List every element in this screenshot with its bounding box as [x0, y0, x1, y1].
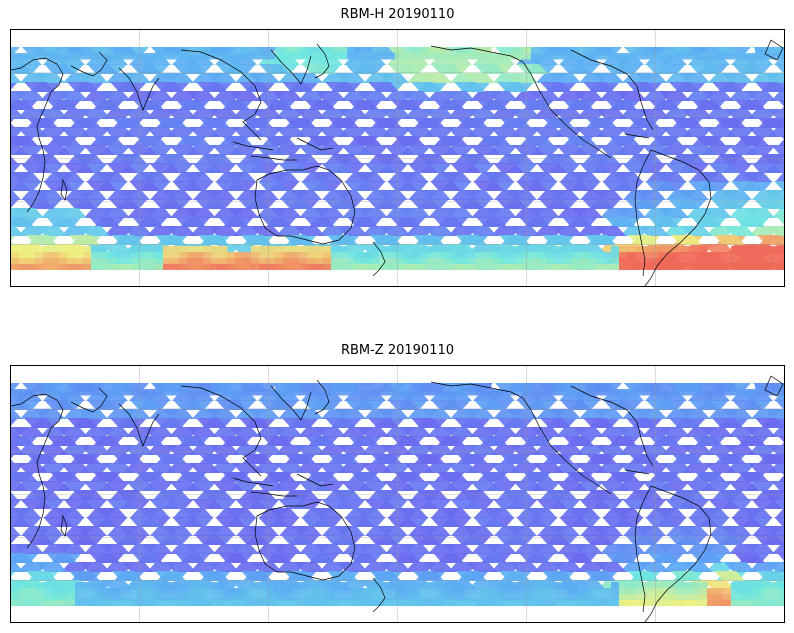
rbm-z-coastline-segment [250, 491, 297, 497]
map-canvas-rbm-h [11, 30, 784, 286]
rbm-h-coastline-segment [430, 45, 612, 159]
rbm-z-coastline-segment [372, 577, 386, 613]
map-panel-rbm-z [10, 365, 785, 623]
rbm-h-coastline-segment [11, 57, 64, 213]
rbm-h-coastline-segment [644, 149, 712, 286]
rbm-z-swath-layer [11, 383, 784, 606]
rbm-z-coastline-segment [254, 501, 356, 581]
rbm-h-coastline-segment [60, 178, 68, 201]
rbm-z-coastline-segment [430, 381, 612, 495]
rbm-h-coastline-segment [232, 141, 274, 151]
rbm-z-coastline-segment [60, 514, 68, 537]
rbm-z-coastline-segment [624, 469, 650, 475]
rbm-h-coastline-segment [624, 133, 650, 139]
rbm-z-coastline-segment [644, 485, 712, 622]
rbm-h-coastline-segment [296, 137, 334, 151]
map-panel-rbm-h [10, 29, 785, 287]
rbm-z-coastlines [11, 375, 784, 622]
rbm-h-coastline-segment [764, 39, 784, 61]
rbm-h-coastline-segment [314, 43, 330, 79]
rbm-z-coastline-segment [634, 485, 652, 613]
rbm-h-coastline-segment [270, 49, 312, 85]
rbm-h-coastline-segment [180, 49, 262, 141]
rbm-h-coastline-segment [250, 155, 297, 161]
rbm-h-coastline-segment [254, 165, 356, 245]
panel-title-rbm-z: RBM-Z 20190110 [340, 343, 455, 358]
rbm-z-coastline-segment [11, 393, 64, 549]
rbm-h-coastline-segment [372, 241, 386, 277]
rbm-z-coastline-segment [314, 379, 330, 415]
rbm-h-coastline-segment [570, 49, 654, 131]
rbm-h-coastline-segment [118, 67, 160, 112]
rbm-h-coastline-segment [634, 149, 652, 277]
rbm-h-coastline-segment [70, 51, 108, 77]
rbm-z-coastline-segment [570, 385, 654, 467]
rbm-z-graticule [11, 366, 784, 622]
rbm-z-coastline-segment [180, 385, 262, 477]
rbm-z-coastline-segment [232, 477, 274, 487]
rbm-h-graticule [11, 30, 784, 286]
rbm-z-coastline-segment [296, 473, 334, 487]
rbm-h-coastlines [11, 39, 784, 286]
rbm-z-coastline-segment [270, 385, 312, 421]
rbm-z-coastline-segment [70, 387, 108, 413]
rbm-z-coastline-segment [764, 375, 784, 397]
rbm-z-coastline-segment [118, 403, 160, 448]
map-canvas-rbm-z [11, 366, 784, 622]
panel-title-rbm-h: RBM-H 20190110 [340, 7, 455, 22]
